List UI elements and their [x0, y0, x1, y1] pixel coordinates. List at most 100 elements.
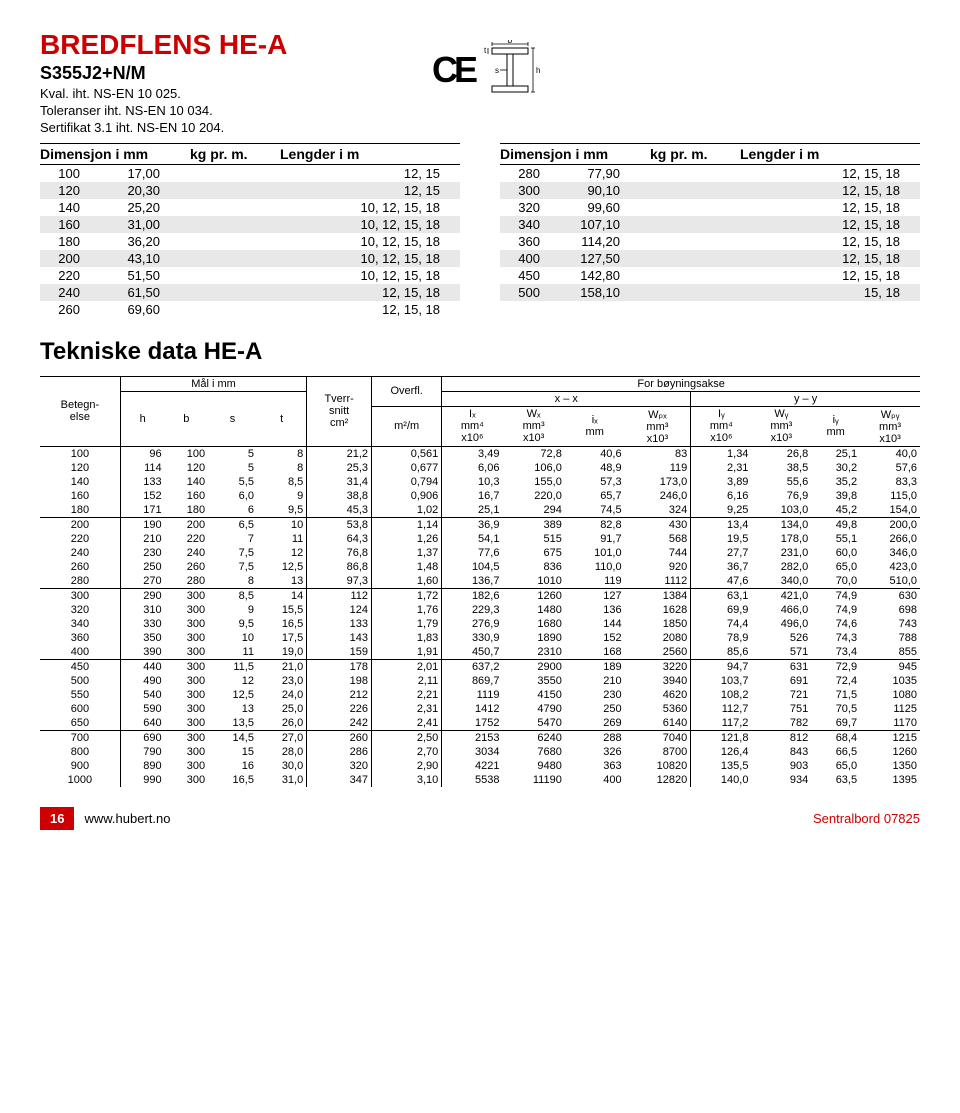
dim-cell: 450 [500, 268, 570, 283]
table-cell: 800 [40, 745, 120, 759]
table-cell: 14,5 [208, 730, 257, 745]
dim-cell: 400 [500, 251, 570, 266]
table-cell: 2560 [625, 645, 691, 660]
table-cell: 112,7 [691, 702, 752, 716]
table-cell: 117,2 [691, 716, 752, 731]
table-row: 65064030013,526,02422,411752547026961401… [40, 716, 920, 731]
table-cell: 12,5 [257, 560, 307, 574]
table-cell: 140,0 [691, 773, 752, 787]
hdr-overfl: Overfl. [372, 376, 442, 406]
table-cell: 72,9 [811, 659, 860, 674]
dim-row: 32099,6012, 15, 18 [500, 199, 920, 216]
table-cell: 160 [40, 489, 120, 503]
table-cell: 0,677 [372, 461, 442, 475]
table-cell: 2153 [442, 730, 503, 745]
dim-cell: 280 [500, 166, 570, 181]
table-cell: 136,7 [442, 574, 503, 589]
table-cell: 0,561 [372, 446, 442, 461]
table-cell: 144 [565, 617, 625, 631]
table-row: 22021022071164,31,2654,151591,756819,517… [40, 532, 920, 546]
table-cell: 127 [565, 588, 625, 603]
table-cell: 91,7 [565, 532, 625, 546]
table-cell: 250 [565, 702, 625, 716]
dimension-tables: Dimensjon i mm kg pr. m. Lengder i m 100… [40, 143, 920, 318]
table-cell: 744 [625, 546, 691, 560]
dim-cell: 360 [500, 234, 570, 249]
table-cell: 31,0 [257, 773, 307, 787]
hdr-yy: y – y [691, 391, 920, 406]
table-cell: 1215 [860, 730, 920, 745]
meta-line-1: Kval. iht. NS-EN 10 025. [40, 86, 432, 101]
table-cell: 16,5 [208, 773, 257, 787]
dim-row: 400127,5012, 15, 18 [500, 250, 920, 267]
table-cell: 48,9 [565, 461, 625, 475]
table-cell: 700 [40, 730, 120, 745]
table-cell: 45,3 [307, 503, 372, 518]
table-cell: 330,9 [442, 631, 503, 645]
table-cell: 178 [307, 659, 372, 674]
header-area: BREDFLENS HE-A S355J2+N/M Kval. iht. NS-… [40, 30, 920, 135]
table-cell: 496,0 [751, 617, 811, 631]
table-row: 28027028081397,31,60136,71010119111247,6… [40, 574, 920, 589]
table-cell: 143 [307, 631, 372, 645]
table-cell: 347 [307, 773, 372, 787]
table-cell: 97,3 [307, 574, 372, 589]
table-cell: 74,4 [691, 617, 752, 631]
table-cell: 6240 [502, 730, 564, 745]
table-cell: 4221 [442, 759, 503, 773]
table-cell: 64,3 [307, 532, 372, 546]
table-cell: 19,0 [257, 645, 307, 660]
meta-line-3: Sertifikat 3.1 iht. NS-EN 10 204. [40, 120, 432, 135]
dim-cell: 12, 15, 18 [650, 183, 920, 198]
dim-cell: 127,50 [570, 251, 650, 266]
table-cell: 1080 [860, 688, 920, 702]
table-cell: 231,0 [751, 546, 811, 560]
table-cell: 1125 [860, 702, 920, 716]
table-cell: 7,5 [208, 560, 257, 574]
dim-row: 340107,1012, 15, 18 [500, 216, 920, 233]
hdr-tverr: Tverr- snitt cm² [307, 376, 372, 446]
table-cell: 920 [625, 560, 691, 574]
dim-cell: 12, 15, 18 [650, 268, 920, 283]
table-cell: 2,90 [372, 759, 442, 773]
table-cell: 86,8 [307, 560, 372, 574]
dim-row: 24061,5012, 15, 18 [40, 284, 460, 301]
hdr-ix: Iₓ mm⁴ x10⁶ [442, 406, 503, 446]
table-cell: 1850 [625, 617, 691, 631]
table-cell: 855 [860, 645, 920, 660]
table-cell: 1,83 [372, 631, 442, 645]
dim-cell: 51,50 [110, 268, 190, 283]
table-cell: 788 [860, 631, 920, 645]
dim-cell: 340 [500, 217, 570, 232]
table-cell: 890 [120, 759, 164, 773]
footer-phone: Sentralbord 07825 [813, 811, 920, 826]
table-cell: 590 [120, 702, 164, 716]
hdr-wpy: Wₚᵧ mm³ x10³ [860, 406, 920, 446]
table-cell: 526 [751, 631, 811, 645]
table-cell: 74,3 [811, 631, 860, 645]
table-cell: 229,3 [442, 603, 503, 617]
table-cell: 320 [40, 603, 120, 617]
table-cell: 19,5 [691, 532, 752, 546]
table-cell: 1,37 [372, 546, 442, 560]
table-cell: 3940 [625, 674, 691, 688]
table-cell: 13 [257, 574, 307, 589]
dim-cell: 140 [40, 200, 110, 215]
table-cell: 900 [40, 759, 120, 773]
table-cell: 450,7 [442, 645, 503, 660]
dim-cell: 43,10 [110, 251, 190, 266]
dim-row: 16031,0010, 12, 15, 18 [40, 216, 460, 233]
table-cell: 389 [502, 517, 564, 532]
table-cell: 126,4 [691, 745, 752, 759]
hdr-s: s [208, 391, 257, 446]
table-cell: 2,31 [372, 702, 442, 716]
table-cell: 945 [860, 659, 920, 674]
page-title: BREDFLENS HE-A [40, 30, 432, 61]
table-row: 100961005821,20,5613,4972,840,6831,3426,… [40, 446, 920, 461]
dim-cell: 12, 15, 18 [650, 217, 920, 232]
table-cell: 28,0 [257, 745, 307, 759]
table-cell: 260 [307, 730, 372, 745]
table-cell: 421,0 [751, 588, 811, 603]
hdr-wy: Wᵧ mm³ x10³ [751, 406, 811, 446]
table-cell: 1680 [502, 617, 564, 631]
